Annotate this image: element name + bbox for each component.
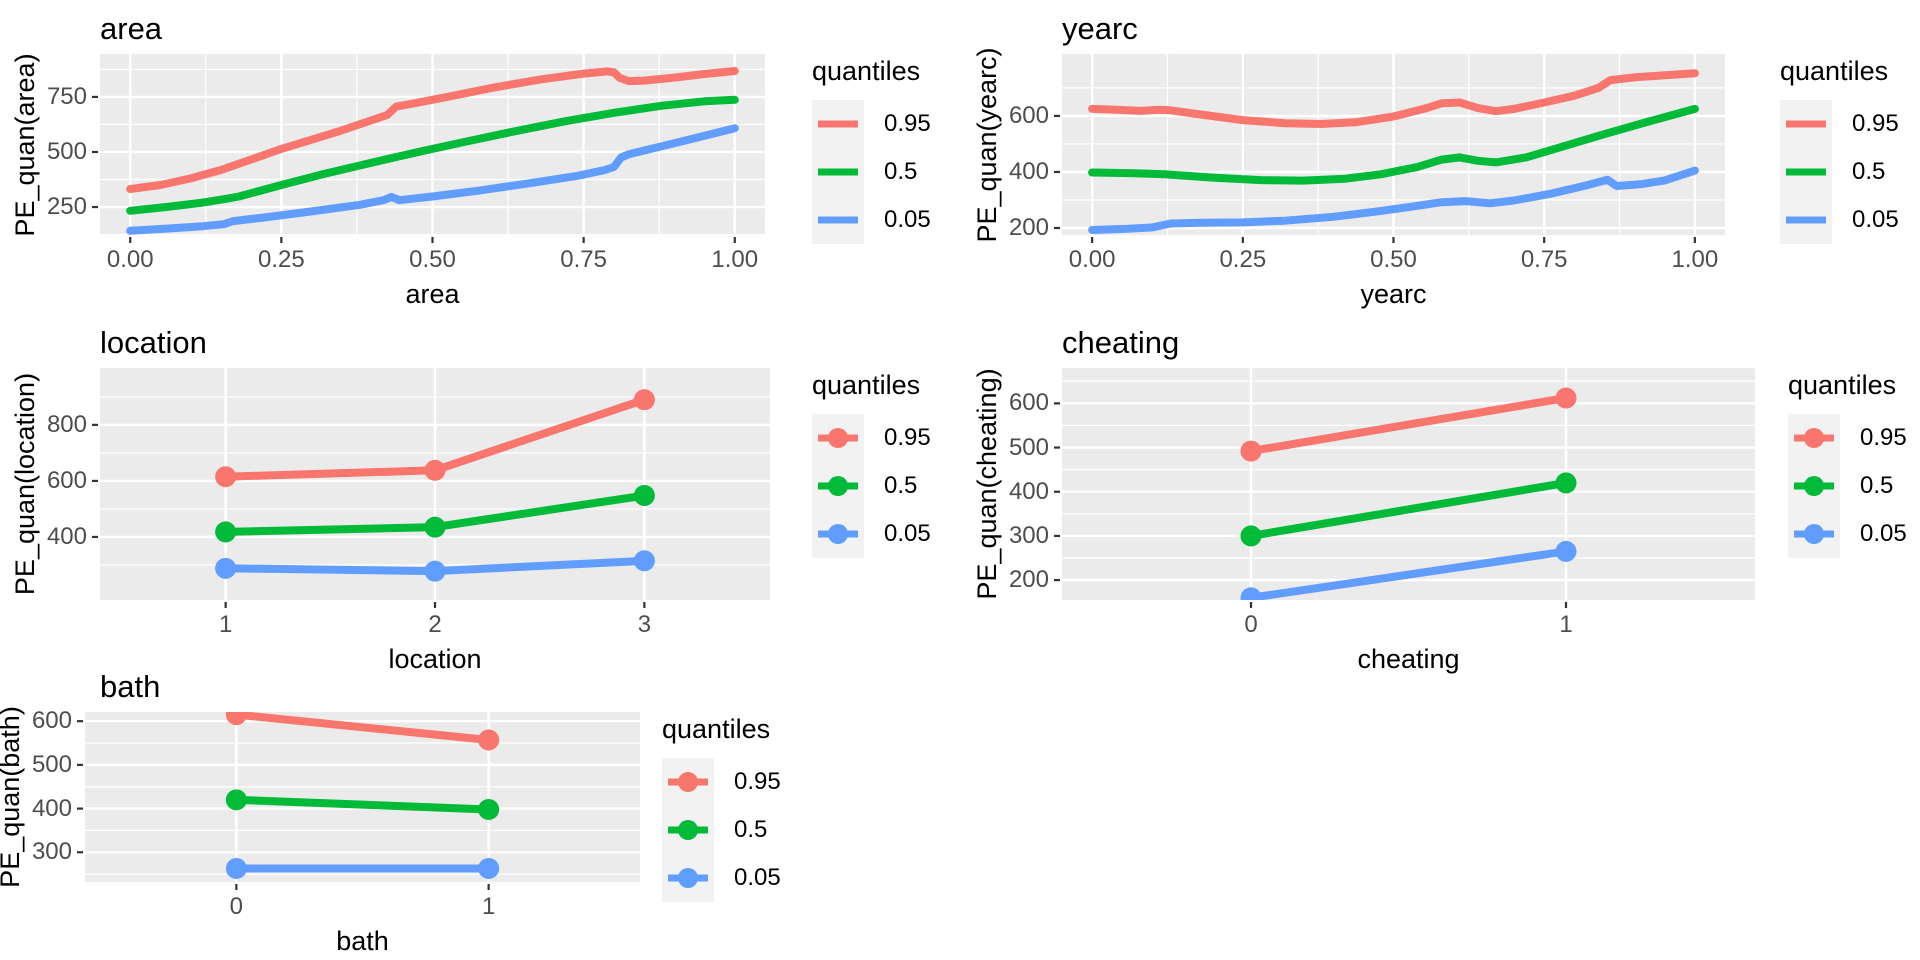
series-line-0.05 [1247,547,1570,600]
panel-bg [1062,368,1755,600]
series-point-0.5 [1555,472,1577,494]
series-point-0.5 [478,798,500,820]
series-point-0.95 [225,712,247,726]
panel-yearc [1054,54,1725,243]
series-point-0.05 [225,857,247,879]
series-line-0.05 [126,124,739,235]
series-point-0.05 [1555,540,1577,562]
panel-bg [85,712,640,882]
series-point-0.05 [478,857,500,879]
series-point-0.5 [225,789,247,811]
series-line-0.5 [232,795,493,814]
series-line-0.5 [1088,104,1699,185]
panel-cheating [1054,368,1755,608]
series-point-0.05 [215,557,237,579]
series-point-0.95 [424,459,446,481]
series-point-0.5 [633,484,655,506]
panel-area [92,54,765,243]
series-point-0.05 [633,550,655,572]
series-line-0.5 [126,95,739,215]
series-point-0.95 [1240,440,1262,462]
panel-location [92,368,770,608]
series-line-0.95 [1247,394,1570,456]
series-line-0.95 [126,67,739,193]
series-line-0.95 [232,712,493,744]
series-point-0.95 [1555,387,1577,409]
series-point-0.95 [215,466,237,488]
series-point-0.5 [215,521,237,543]
series-point-0.5 [1240,525,1262,547]
series-line-0.5 [1247,478,1570,540]
series-point-0.05 [424,560,446,582]
series-point-0.5 [424,516,446,538]
series-point-0.95 [478,729,500,751]
series-point-0.95 [633,389,655,411]
series-line-0.05 [1088,166,1699,234]
panel-bath [77,712,640,890]
series-point-0.05 [1240,587,1262,600]
series-line-0.95 [1088,69,1699,128]
